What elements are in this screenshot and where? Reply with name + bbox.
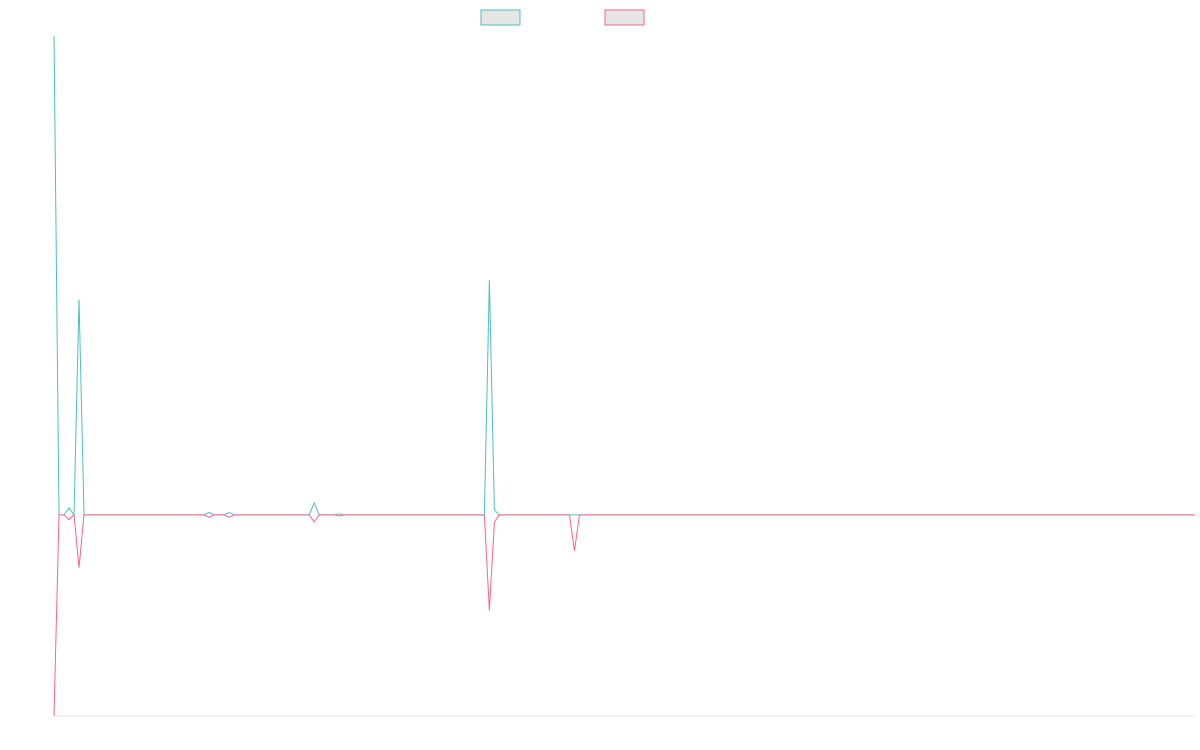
line-series xyxy=(53,35,1195,517)
legend-swatch xyxy=(480,9,521,26)
legend-swatch xyxy=(604,9,645,26)
line-series xyxy=(53,513,1195,717)
